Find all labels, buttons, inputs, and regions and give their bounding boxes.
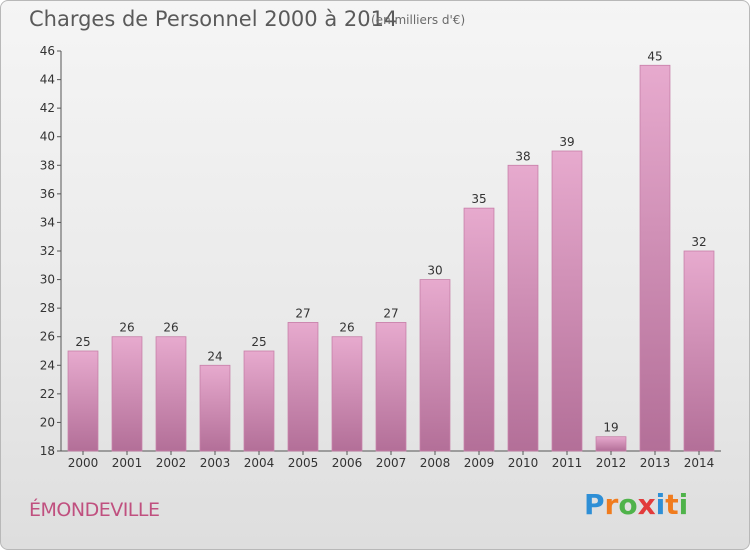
chart-title: Charges de Personnel 2000 à 2014 — [29, 7, 398, 31]
logo-letter: o — [618, 488, 638, 521]
bar-value-label: 24 — [207, 349, 222, 363]
x-tick-label: 2007 — [376, 456, 407, 470]
bar-value-label: 35 — [471, 192, 486, 206]
x-tick-label: 2008 — [420, 456, 451, 470]
y-tick-label: 44 — [40, 73, 55, 87]
x-tick-label: 2009 — [464, 456, 495, 470]
x-tick-label: 2000 — [68, 456, 99, 470]
town-name: ÉMONDEVILLE — [29, 499, 160, 521]
bar-value-label: 26 — [339, 321, 354, 335]
bar-value-label: 39 — [559, 135, 574, 149]
bar — [67, 350, 99, 452]
bar-value-label: 38 — [515, 149, 530, 163]
logo-letter: i — [655, 488, 666, 521]
bar — [683, 250, 715, 452]
x-tick-label: 2012 — [596, 456, 627, 470]
bar-value-label: 27 — [295, 306, 310, 320]
y-tick-label: 20 — [40, 415, 55, 429]
x-tick-label: 2006 — [332, 456, 363, 470]
bar — [375, 322, 407, 452]
y-tick-label: 42 — [40, 101, 55, 115]
bar-value-label: 26 — [163, 321, 178, 335]
y-tick-label: 18 — [40, 444, 55, 458]
bar — [199, 364, 231, 452]
logo-letter: r — [604, 488, 619, 521]
logo-letter: i — [678, 488, 689, 521]
y-tick-label: 32 — [40, 244, 55, 258]
y-tick-label: 30 — [40, 273, 55, 287]
bar-value-label: 27 — [383, 306, 398, 320]
bar — [243, 350, 275, 452]
proxiti-logo[interactable]: Proxiti — [584, 488, 688, 521]
y-tick-label: 38 — [40, 158, 55, 172]
x-tick-label: 2014 — [684, 456, 715, 470]
bar — [111, 336, 143, 452]
bar — [419, 279, 451, 452]
bar-value-label: 25 — [251, 335, 266, 349]
bar — [155, 336, 187, 452]
bar — [287, 322, 319, 452]
y-tick-label: 22 — [40, 387, 55, 401]
bar — [551, 150, 583, 452]
bar-value-label: 45 — [647, 49, 662, 63]
bar — [639, 64, 671, 452]
bar-value-label: 25 — [75, 335, 90, 349]
x-tick-label: 2005 — [288, 456, 319, 470]
logo-letter: P — [584, 488, 605, 521]
x-tick-label: 2003 — [200, 456, 231, 470]
chart-subtitle: (en milliers d'€) — [371, 13, 466, 27]
bar — [463, 207, 495, 452]
bar-value-label: 30 — [427, 264, 442, 278]
x-tick-label: 2002 — [156, 456, 187, 470]
bar-value-label: 32 — [691, 235, 706, 249]
x-tick-label: 2001 — [112, 456, 143, 470]
y-tick-label: 34 — [40, 215, 55, 229]
y-tick-label: 28 — [40, 301, 55, 315]
x-tick-label: 2013 — [640, 456, 671, 470]
y-tick-label: 40 — [40, 130, 55, 144]
bar-value-label: 19 — [603, 421, 618, 435]
y-tick-label: 36 — [40, 187, 55, 201]
y-tick-label: 26 — [40, 330, 55, 344]
bar-value-label: 26 — [119, 321, 134, 335]
x-tick-label: 2010 — [508, 456, 539, 470]
x-tick-label: 2011 — [552, 456, 583, 470]
bar — [507, 164, 539, 452]
bar — [595, 436, 627, 452]
x-tick-label: 2004 — [244, 456, 275, 470]
logo-letter: x — [637, 488, 656, 521]
y-tick-label: 46 — [40, 44, 55, 58]
logo-letter: t — [665, 488, 679, 521]
y-tick-label: 24 — [40, 358, 55, 372]
bar — [331, 336, 363, 452]
